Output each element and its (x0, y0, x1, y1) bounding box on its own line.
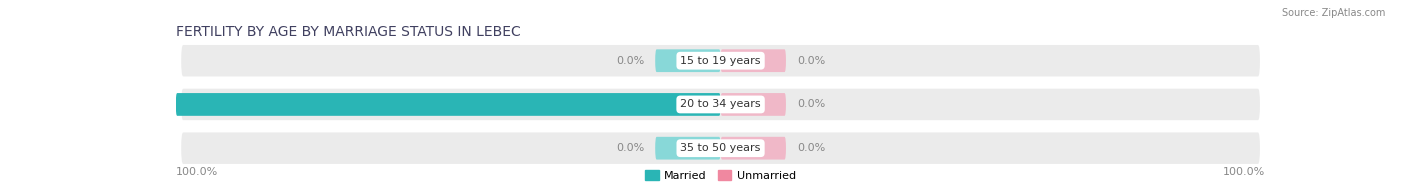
Text: 0.0%: 0.0% (797, 143, 825, 153)
FancyBboxPatch shape (176, 93, 721, 116)
Legend: Married, Unmarried: Married, Unmarried (645, 170, 796, 181)
FancyBboxPatch shape (181, 89, 1260, 120)
FancyBboxPatch shape (721, 49, 786, 72)
Text: 35 to 50 years: 35 to 50 years (681, 143, 761, 153)
Text: 20 to 34 years: 20 to 34 years (681, 99, 761, 109)
FancyBboxPatch shape (181, 45, 1260, 76)
Text: 100.0%: 100.0% (176, 167, 218, 177)
Text: 0.0%: 0.0% (797, 56, 825, 66)
FancyBboxPatch shape (655, 137, 721, 160)
FancyBboxPatch shape (655, 49, 721, 72)
FancyBboxPatch shape (181, 132, 1260, 164)
Text: 0.0%: 0.0% (797, 99, 825, 109)
Text: 0.0%: 0.0% (616, 56, 644, 66)
Text: 100.0%: 100.0% (122, 99, 165, 109)
Text: 100.0%: 100.0% (1223, 167, 1265, 177)
Text: Source: ZipAtlas.com: Source: ZipAtlas.com (1281, 8, 1385, 18)
FancyBboxPatch shape (721, 137, 786, 160)
Text: FERTILITY BY AGE BY MARRIAGE STATUS IN LEBEC: FERTILITY BY AGE BY MARRIAGE STATUS IN L… (176, 25, 520, 39)
Text: 0.0%: 0.0% (616, 143, 644, 153)
FancyBboxPatch shape (721, 93, 786, 116)
Text: 15 to 19 years: 15 to 19 years (681, 56, 761, 66)
